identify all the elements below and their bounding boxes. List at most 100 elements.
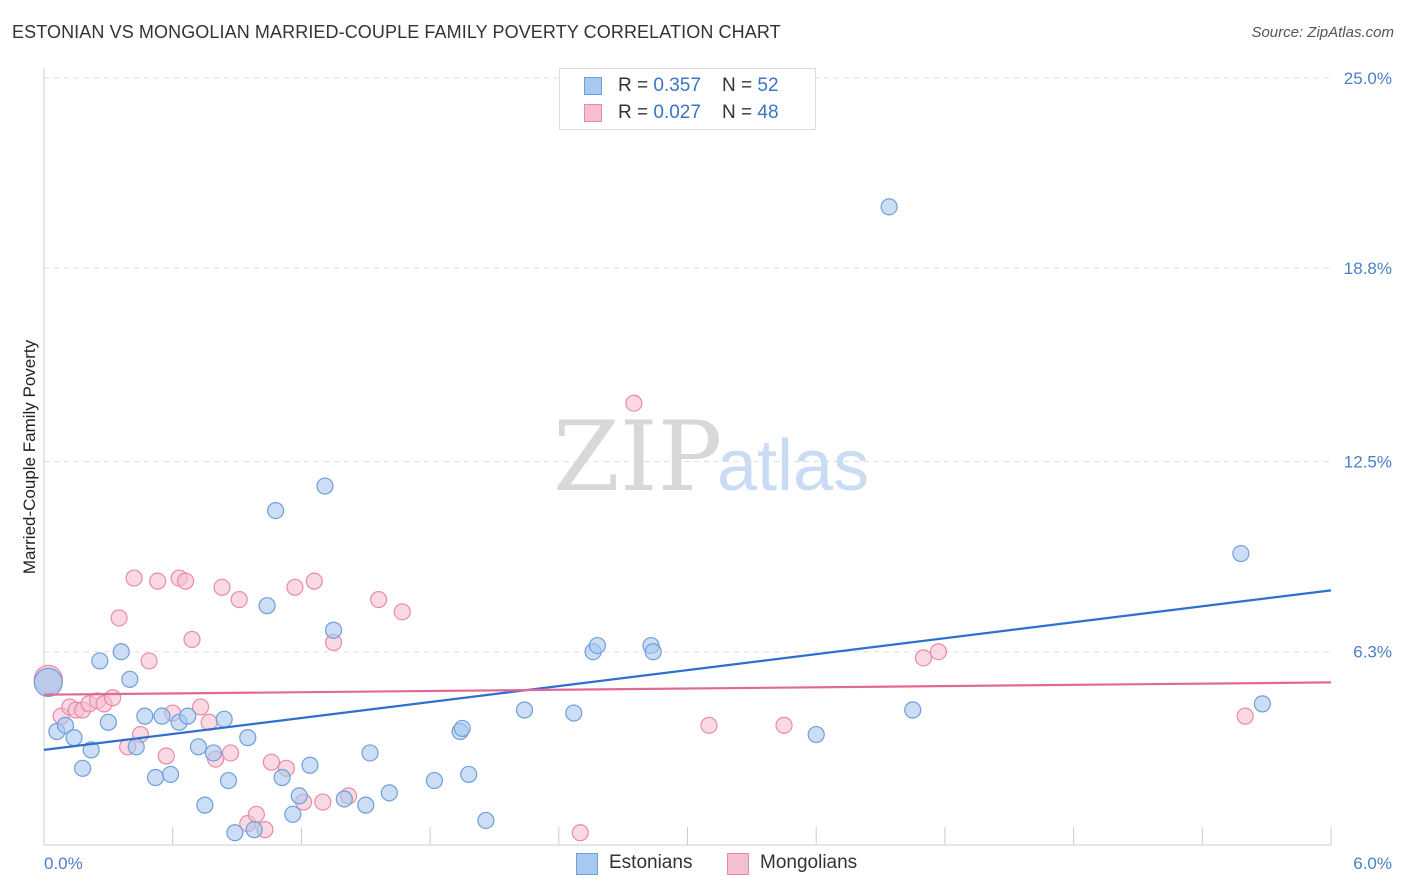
estonian-point <box>477 811 495 830</box>
estonian-point <box>453 719 471 738</box>
y-tick-labels: 6.3% 12.5% 18.8% 25.0% <box>1344 69 1392 662</box>
estonian-point <box>226 824 244 842</box>
watermark: ZIP atlas <box>553 401 869 513</box>
mongolian-point <box>183 630 201 649</box>
estonian-point <box>880 198 898 216</box>
estonian-point <box>284 805 302 823</box>
legend-r-value: 0.027 <box>653 102 701 123</box>
mongolian-point <box>700 716 718 734</box>
mongolian-point <box>286 578 304 596</box>
estonian-point <box>258 597 276 615</box>
estonian-point <box>74 759 92 777</box>
legend-text-estonians: R = 0.357 N = 52 <box>618 75 779 97</box>
estonian-point <box>219 771 238 790</box>
mongolian-point <box>775 716 793 734</box>
estonian-point <box>179 707 197 725</box>
estonian-point <box>56 716 75 734</box>
mongolian-point <box>222 744 240 762</box>
estonian-point <box>112 643 130 661</box>
legend-swatch-mongolians <box>584 104 602 122</box>
estonian-point <box>904 701 922 719</box>
mongolian-point <box>104 689 122 707</box>
mongolian-point <box>262 753 280 771</box>
legend-text-mongolians: R = 0.027 N = 48 <box>618 102 779 124</box>
correlation-legend: R = 0.357 N = 52 R = 0.027 N = 48 <box>559 68 816 130</box>
estonian-point <box>196 796 214 814</box>
mongolian-point <box>929 643 948 661</box>
x-ticks <box>43 827 1332 845</box>
estonian-point <box>146 768 165 787</box>
mongolian-point <box>1236 707 1254 725</box>
estonian-point <box>99 713 117 731</box>
points-layer <box>33 198 1271 842</box>
series-label-mongolians: Mongolians <box>760 852 858 873</box>
legend-r-value: 0.357 <box>653 75 701 96</box>
estonian-point <box>65 729 83 747</box>
mongolian-point <box>314 793 332 811</box>
estonian-point <box>361 744 379 762</box>
mongolian-point <box>140 652 158 670</box>
mongolian-point <box>247 805 265 823</box>
mongolian-trend-line <box>43 681 1332 696</box>
estonian-point <box>245 821 263 839</box>
estonian-point <box>136 707 154 725</box>
estonian-point <box>515 701 534 719</box>
estonian-point <box>565 704 583 722</box>
mongolian-point <box>305 572 323 590</box>
watermark-atlas: atlas <box>717 426 869 506</box>
estonian-point <box>1253 695 1271 713</box>
estonian-point <box>273 768 291 787</box>
watermark-zip: ZIP <box>553 401 722 513</box>
mongolian-point <box>110 609 128 627</box>
estonian-point <box>588 636 607 655</box>
estonian-point <box>644 643 662 661</box>
legend-r-label: R = <box>618 75 654 96</box>
legend-n-value: 48 <box>757 102 779 123</box>
estonian-point <box>380 784 398 802</box>
estonian-point <box>290 787 308 805</box>
estonian-point <box>239 729 257 747</box>
mongolian-point <box>213 578 231 596</box>
estonian-point <box>33 667 63 697</box>
y-tick-label: 6.3% <box>1353 643 1392 662</box>
estonian-point <box>153 707 171 725</box>
estonian-point <box>357 796 375 814</box>
estonian-point <box>460 765 478 784</box>
mongolian-point <box>393 603 411 621</box>
legend-swatch-estonians <box>584 77 602 95</box>
estonian-point <box>335 790 353 808</box>
mongolian-point <box>149 572 167 590</box>
estonian-point <box>425 771 443 790</box>
estonian-point <box>267 501 285 520</box>
estonian-point <box>1232 544 1250 563</box>
series-label-estonians: Estonians <box>609 852 693 873</box>
estonian-trend-line <box>43 589 1332 751</box>
estonian-point <box>807 725 825 744</box>
mongolian-point <box>176 572 195 590</box>
x-tick-label-min: 0.0% <box>44 854 83 873</box>
mongolian-point <box>914 649 933 667</box>
y-tick-label: 18.8% <box>1344 259 1392 278</box>
legend-n-value: 52 <box>757 75 779 96</box>
estonian-point <box>161 765 180 784</box>
estonian-point <box>316 477 334 495</box>
mongolian-point <box>370 590 388 609</box>
chart-title: ESTONIAN VS MONGOLIAN MARRIED-COUPLE FAM… <box>12 22 781 42</box>
mongolian-point <box>191 698 210 716</box>
y-tick-label: 25.0% <box>1344 69 1392 88</box>
y-tick-label: 12.5% <box>1344 453 1392 472</box>
trend-layer <box>43 589 1332 751</box>
estonian-point <box>189 738 208 756</box>
estonian-point <box>91 652 109 670</box>
estonian-point <box>127 738 145 756</box>
mongolian-point <box>230 590 248 609</box>
mongolian-point <box>125 569 143 587</box>
series-legend: Estonians Mongolians <box>0 850 1406 878</box>
mongolian-point <box>571 824 589 842</box>
estonian-point <box>324 621 343 639</box>
legend-r-label: R = <box>618 102 654 123</box>
y-axis-label: Married-Couple Family Poverty <box>20 339 39 574</box>
legend-n-label: N = <box>722 102 758 123</box>
x-tick-label-max: 6.0% <box>1353 854 1392 873</box>
